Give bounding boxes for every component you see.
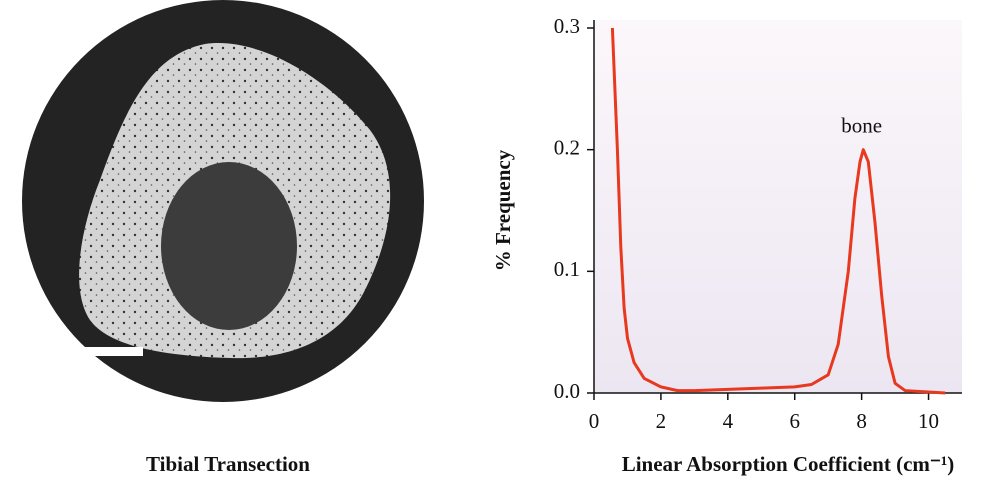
frequency-line: [610, 27, 946, 395]
y-tick-label: 0.1: [554, 257, 580, 281]
y-tick-label: 0.0: [554, 379, 580, 403]
y-tick-label: 0.3: [554, 14, 580, 38]
annotation: bone: [841, 113, 882, 137]
x-tick-label: 0: [589, 409, 600, 433]
y-tick-label: 0.2: [554, 135, 580, 159]
x-tick-label: 6: [789, 409, 800, 433]
marrow-cavity: [161, 162, 297, 330]
image-caption: Tibial Transection: [146, 452, 310, 476]
x-axis-label: Linear Absorption Coefficient (cm⁻¹): [622, 452, 955, 476]
x-tick-label: 10: [918, 409, 939, 433]
plot-background: [594, 20, 962, 393]
x-tick-label: 4: [723, 409, 734, 433]
y-axis-label: % Frequency: [491, 149, 515, 271]
x-tick-label: 8: [856, 409, 867, 433]
x-tick-label: 2: [656, 409, 667, 433]
tibia-image: [22, 0, 424, 402]
scale-bar: [83, 347, 143, 356]
chart: 0.0 0.1 0.2 0.3 0 2 4 6 8 10 bone Linear Absorption…: [491, 14, 962, 476]
